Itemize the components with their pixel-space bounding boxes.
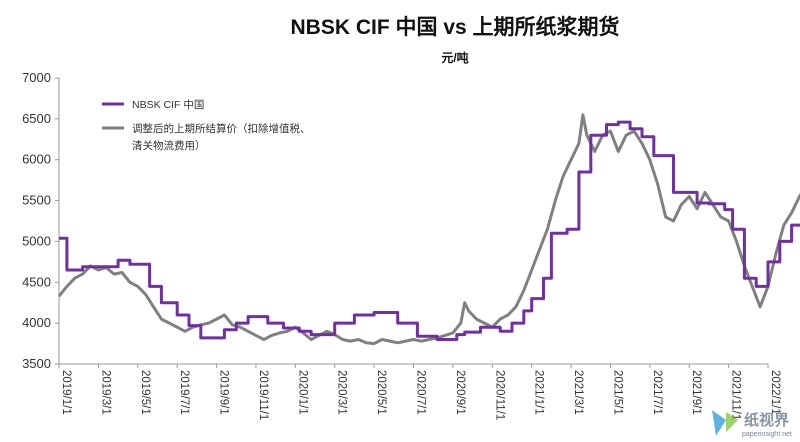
watermark-sub: paperinsight.net bbox=[742, 431, 792, 438]
unit-label: 元/吨 bbox=[441, 50, 468, 65]
x-tick-label: 2021/5/1 bbox=[611, 370, 623, 415]
x-tick-label: 2019/9/1 bbox=[218, 370, 230, 415]
chart-title: NBSK CIF 中国 vs 上期所纸浆期货 bbox=[290, 15, 619, 39]
x-tick-label: 2021/3/1 bbox=[572, 370, 584, 415]
legend: NBSK CIF 中国 调整后的上期所结算价（扣除增值税、清关物流费用） bbox=[102, 98, 311, 152]
x-tick-label: 2021/9/1 bbox=[690, 370, 702, 415]
watermark-logo-icon bbox=[712, 410, 726, 436]
y-tick-label: 5500 bbox=[22, 193, 51, 208]
watermark-main: 纸视界 bbox=[744, 411, 789, 429]
y-tick-label: 3500 bbox=[22, 356, 51, 371]
series-line-1 bbox=[57, 113, 800, 346]
legend-label-shfe: 调整后的上期所结算价（扣除增值税、清关物流费用） bbox=[132, 122, 311, 152]
x-tick-label: 2020/1/1 bbox=[296, 370, 308, 415]
x-tick-label: 2019/3/1 bbox=[99, 370, 111, 415]
y-tick-label: 6500 bbox=[22, 111, 51, 126]
watermark: 纸视界 paperinsight.net bbox=[712, 410, 792, 438]
y-tick-label: 6000 bbox=[22, 152, 51, 167]
x-tick-label: 2020/9/1 bbox=[454, 370, 466, 415]
x-tick-label: 2019/7/1 bbox=[178, 370, 190, 415]
x-tick-label: 2019/1/1 bbox=[60, 370, 72, 415]
y-tick-label: 7000 bbox=[22, 70, 51, 85]
x-tick-label: 2019/5/1 bbox=[139, 370, 151, 415]
x-tick-label: 2021/11/1 bbox=[730, 370, 742, 420]
x-tick-label: 2020/7/1 bbox=[415, 370, 427, 415]
axes: 3500 4000 4500 5000 5500 6000 6500 7000 2019/1/1… bbox=[22, 70, 781, 420]
series-layer bbox=[57, 113, 800, 346]
x-tick-label: 2020/5/1 bbox=[375, 370, 387, 415]
series-line-0 bbox=[59, 120, 800, 341]
x-tick-label: 2021/1/1 bbox=[533, 370, 545, 415]
y-tick-label: 4000 bbox=[22, 315, 51, 330]
x-tick-label: 2020/11/1 bbox=[493, 370, 505, 420]
x-tick-label: 2020/3/1 bbox=[336, 370, 348, 415]
y-tick-label: 4500 bbox=[22, 274, 51, 289]
watermark-leaf-icon bbox=[726, 412, 738, 432]
x-tick-label: 2021/7/1 bbox=[651, 370, 663, 415]
x-tick-label: 2019/11/1 bbox=[257, 370, 269, 420]
y-tick-label: 5000 bbox=[22, 233, 51, 248]
x-tick-label: 2022/1/1 bbox=[769, 370, 781, 415]
legend-label-nbsk: NBSK CIF 中国 bbox=[132, 98, 204, 111]
